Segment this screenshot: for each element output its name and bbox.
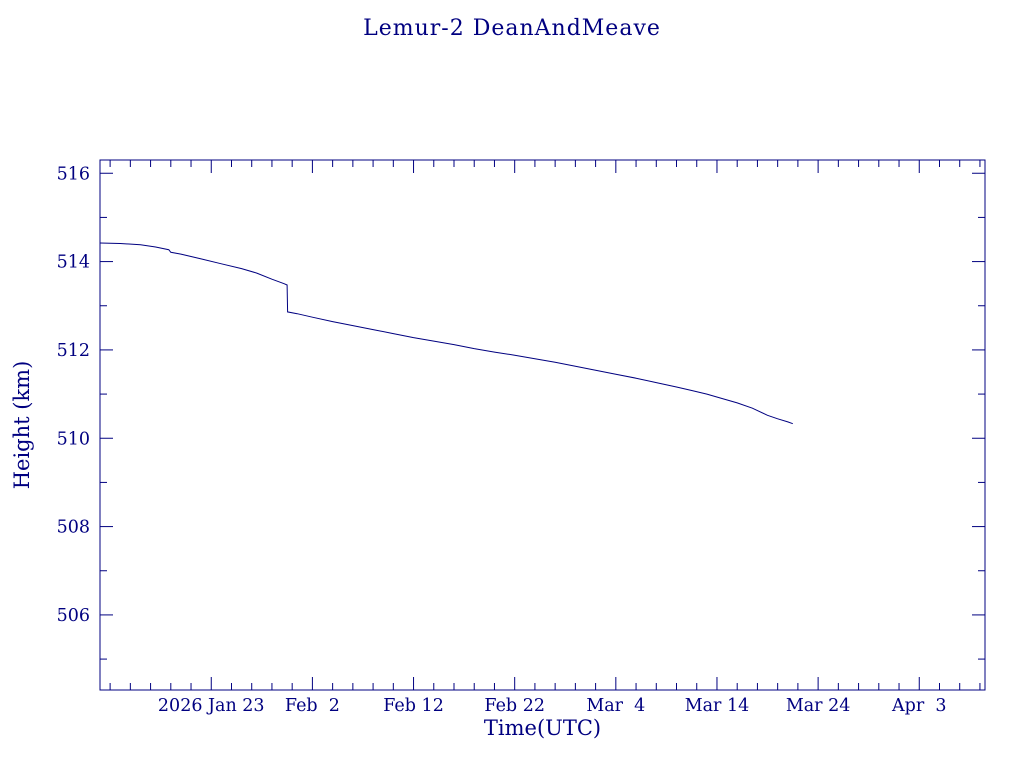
x-axis-label: Time(UTC) [483, 716, 602, 740]
plot-frame [99, 159, 986, 691]
plot-line [99, 242, 793, 425]
x-tick-label: Apr 3 [891, 696, 946, 716]
x-tick-label: Feb 22 [484, 696, 545, 716]
y-tick-label: 508 [57, 518, 90, 538]
x-tick-label: Feb 12 [383, 696, 444, 716]
x-tick-label: Mar 4 [586, 696, 645, 716]
y-tick-label: 510 [57, 429, 90, 449]
x-tick-label: Mar 14 [685, 696, 750, 716]
x-tick-label: Mar 24 [786, 696, 851, 716]
y-tick-label: 506 [57, 606, 90, 626]
x-tick-label: 2026 Jan 23 [158, 696, 265, 716]
y-tick-label: 514 [57, 253, 90, 273]
y-tick-label: 512 [57, 341, 90, 361]
y-tick-label: 516 [57, 164, 90, 184]
x-tick-label: Feb 2 [285, 696, 340, 716]
chart-title: Lemur-2 DeanAndMeave [363, 16, 661, 41]
